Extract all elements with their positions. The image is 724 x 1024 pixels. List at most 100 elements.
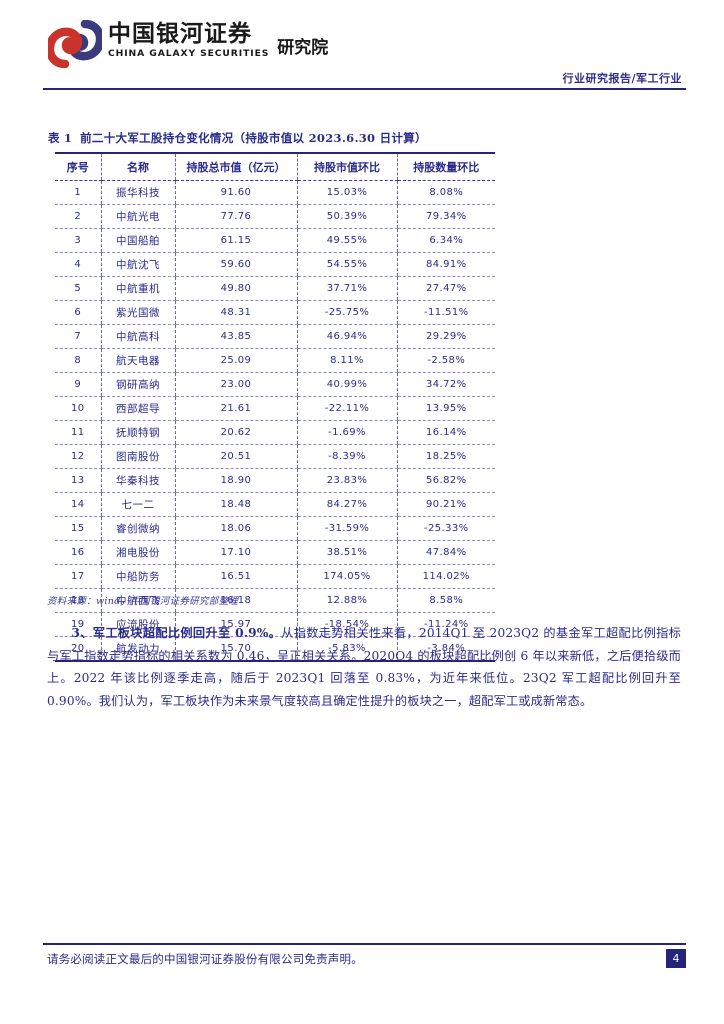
cell-qty-qoq: 90.21% — [396, 492, 495, 517]
cell-mv-qoq: -31.59% — [296, 516, 397, 541]
cell-seq: 11 — [55, 420, 101, 445]
cell-name: 中航高科 — [100, 324, 175, 349]
cell-mv-qoq: 84.27% — [296, 492, 397, 517]
cell-name: 中航光电 — [100, 204, 175, 229]
cell-seq: 7 — [55, 324, 101, 349]
table-row: 1 振华科技 91.60 15.03% 8.08% — [55, 180, 495, 205]
cell-name: 钢研高纳 — [100, 372, 175, 397]
cell-mv-qoq: -25.75% — [296, 300, 397, 325]
cell-qty-qoq: -11.51% — [396, 300, 495, 325]
cell-qty-qoq: 8.08% — [396, 180, 495, 205]
paragraph-text: 从指数走势相关性来看，2014Q1 至 2023Q2 的基金军工超配比例指标与军… — [47, 626, 681, 708]
cell-value: 43.85 — [174, 324, 297, 349]
cell-qty-qoq: 18.25% — [396, 444, 495, 469]
cell-qty-qoq: 13.95% — [396, 396, 495, 421]
cell-name: 应流股份 — [100, 612, 175, 637]
cell-mv-qoq: 38.51% — [296, 540, 397, 565]
cell-name: 中国船舶 — [100, 228, 175, 253]
cell-value: 18.06 — [174, 516, 297, 541]
cell-qty-qoq: 29.29% — [396, 324, 495, 349]
cell-qty-qoq: -3.84% — [396, 636, 495, 662]
cell-value: 15.70 — [174, 636, 297, 662]
page-number-badge: 4 — [666, 949, 686, 968]
cell-seq: 5 — [55, 276, 101, 301]
cell-seq: 1 — [55, 180, 101, 205]
cell-qty-qoq: -11.24% — [396, 612, 495, 637]
logo-chinese-name: 中国银河证券 — [108, 21, 252, 47]
cell-mv-qoq: 23.83% — [296, 468, 397, 493]
cell-seq: 19 — [55, 612, 101, 637]
cell-qty-qoq: 8.58% — [396, 588, 495, 613]
company-logo: 中国银河证券 CHINA GALAXY SECURITIES 研究院 — [48, 20, 328, 68]
cell-qty-qoq: -25.33% — [396, 516, 495, 541]
galaxy-swirl-icon — [48, 20, 102, 68]
table-header-row: 序号 名称 持股总市值（亿元） 持股市值环比 持股数量环比 — [55, 152, 495, 181]
cell-mv-qoq: 15.03% — [296, 180, 397, 205]
cell-seq: 12 — [55, 444, 101, 469]
cell-seq: 16 — [55, 540, 101, 565]
cell-seq: 6 — [55, 300, 101, 325]
table-row: 14 七一二 18.48 84.27% 90.21% — [55, 492, 495, 517]
cell-value: 16.18 — [174, 588, 297, 613]
cell-name: 图南股份 — [100, 444, 175, 469]
cell-mv-qoq: -22.11% — [296, 396, 397, 421]
logo-english-name: CHINA GALAXY SECURITIES — [108, 48, 270, 60]
table-row: 9 钢研高纳 23.00 40.99% 34.72% — [55, 372, 495, 397]
table-row: 11 抚顺特钢 20.62 -1.69% 16.14% — [55, 420, 495, 445]
table-row: 5 中航重机 49.80 37.71% 27.47% — [55, 276, 495, 301]
table-caption: 表 1 前二十大军工股持仓变化情况（持股市值以 2023.6.30 日计算） — [48, 130, 427, 146]
cell-seq: 3 — [55, 228, 101, 253]
cell-value: 21.61 — [174, 396, 297, 421]
cell-mv-qoq: 40.99% — [296, 372, 397, 397]
cell-name: 抚顺特钢 — [100, 420, 175, 445]
column-header-value: 持股总市值（亿元） — [174, 152, 297, 181]
cell-value: 61.15 — [174, 228, 297, 253]
cell-value: 18.48 — [174, 492, 297, 517]
cell-value: 59.60 — [174, 252, 297, 277]
table-row: 10 西部超导 21.61 -22.11% 13.95% — [55, 396, 495, 421]
cell-seq: 2 — [55, 204, 101, 229]
cell-value: 20.62 — [174, 420, 297, 445]
cell-name: 西部超导 — [100, 396, 175, 421]
cell-qty-qoq: 56.82% — [396, 468, 495, 493]
table-head: 序号 名称 持股总市值（亿元） 持股市值环比 持股数量环比 — [55, 152, 495, 181]
cell-name: 华秦科技 — [100, 468, 175, 493]
header-divider — [43, 88, 686, 90]
table-row: 7 中航高科 43.85 46.94% 29.29% — [55, 324, 495, 349]
cell-name: 中船防务 — [100, 564, 175, 589]
cell-qty-qoq: 6.34% — [396, 228, 495, 253]
table-row: 20 航发动力 15.70 -5.83% -3.84% — [55, 636, 495, 662]
cell-name: 中航沈飞 — [100, 252, 175, 277]
cell-value: 48.31 — [174, 300, 297, 325]
cell-seq: 15 — [55, 516, 101, 541]
cell-value: 25.09 — [174, 348, 297, 373]
cell-seq: 20 — [55, 636, 101, 662]
cell-value: 20.51 — [174, 444, 297, 469]
table-row: 6 紫光国微 48.31 -25.75% -11.51% — [55, 300, 495, 325]
body-paragraph: 3、军工板块超配比例回升至 0.9%。从指数走势相关性来看，2014Q1 至 2… — [47, 622, 681, 712]
cell-qty-qoq: 27.47% — [396, 276, 495, 301]
cell-seq: 4 — [55, 252, 101, 277]
table-row: 2 中航光电 77.76 50.39% 79.34% — [55, 204, 495, 229]
table-body: 1 振华科技 91.60 15.03% 8.08% 2 中航光电 77.76 50.39% 79.… — [55, 180, 495, 662]
cell-mv-qoq: 8.11% — [296, 348, 397, 373]
table-row: 18 中航西飞 16.18 12.88% 8.58% — [55, 588, 495, 613]
table-row: 13 华秦科技 18.90 23.83% 56.82% — [55, 468, 495, 493]
table-caption-title: 前二十大军工股持仓变化情况（持股市值以 2023.6.30 日计算） — [80, 131, 427, 145]
table-row: 3 中国船舶 61.15 49.55% 6.34% — [55, 228, 495, 253]
cell-seq: 9 — [55, 372, 101, 397]
column-header-name: 名称 — [100, 152, 175, 181]
table-row: 16 湘电股份 17.10 38.51% 47.84% — [55, 540, 495, 565]
cell-name: 睿创微纳 — [100, 516, 175, 541]
cell-mv-qoq: 46.94% — [296, 324, 397, 349]
cell-mv-qoq: -1.69% — [296, 420, 397, 445]
cell-value: 18.90 — [174, 468, 297, 493]
footer-divider — [43, 943, 686, 945]
column-header-qty-qoq: 持股数量环比 — [396, 152, 495, 181]
table-row: 8 航天电器 25.09 8.11% -2.58% — [55, 348, 495, 373]
cell-name: 振华科技 — [100, 180, 175, 205]
cell-seq: 13 — [55, 468, 101, 493]
cell-value: 16.51 — [174, 564, 297, 589]
cell-name: 中航西飞 — [100, 588, 175, 613]
cell-value: 15.97 — [174, 612, 297, 637]
